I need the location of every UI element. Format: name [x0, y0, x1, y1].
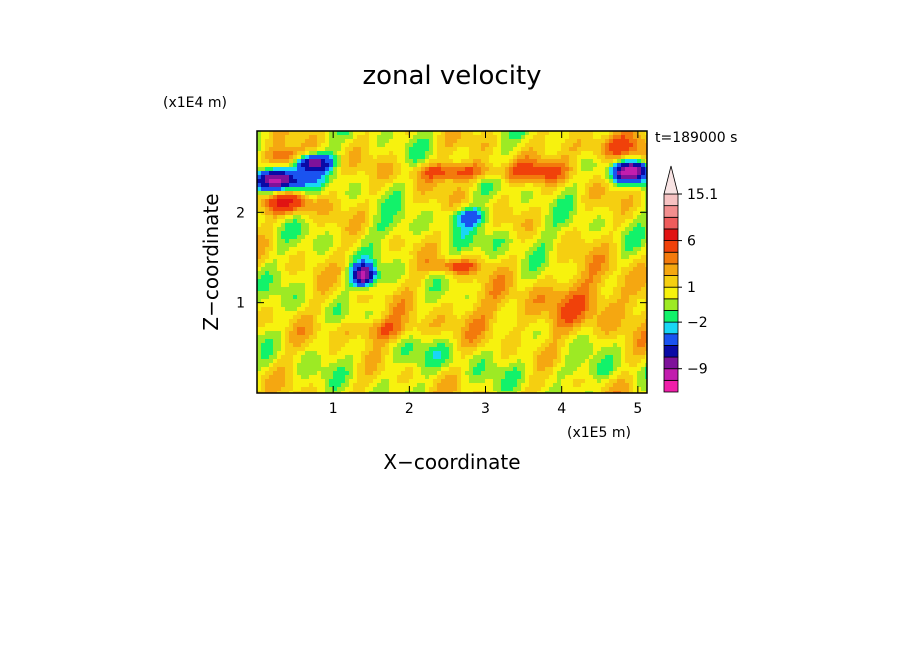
colorbar-label: 6 [687, 234, 696, 250]
x-tick-label: 2 [405, 401, 414, 417]
y-axis-ticks: 12 [236, 205, 647, 312]
colorbar-swatch [663, 368, 679, 381]
colorbar-swatch [663, 310, 679, 323]
y-axis-title: Z−coordinate [199, 193, 223, 330]
y-tick-label: 1 [236, 296, 245, 312]
colorbar-swatch [663, 251, 679, 265]
x-tick-label: 5 [633, 401, 642, 417]
colorbar-label: −9 [687, 362, 708, 378]
x-unit-label: (x1E5 m) [567, 425, 631, 441]
x-tick-label: 1 [329, 401, 338, 417]
colorbar-swatch [663, 275, 679, 288]
colorbar-swatch [663, 286, 679, 300]
colorbar-swatch [663, 205, 679, 218]
colorbar-swatch [663, 321, 679, 335]
colorbar-label: −2 [687, 315, 708, 331]
colorbar-swatch [663, 240, 679, 253]
x-tick-label: 4 [557, 401, 566, 417]
velocity-field [257, 131, 647, 393]
colorbar-swatch [663, 298, 679, 311]
time-label: t=189000 s [655, 130, 737, 146]
plot-frame [256, 130, 648, 394]
x-tick-label: 3 [481, 401, 490, 417]
y-unit-label: (x1E4 m) [163, 95, 227, 111]
colorbar: 15.1 6 1 −2 −9 [663, 165, 718, 393]
x-axis-title: X−coordinate [383, 450, 520, 474]
colorbar-swatch [663, 216, 679, 230]
colorbar-swatch [663, 345, 679, 358]
chart-title: zonal velocity [362, 61, 541, 91]
colorbar-extend-arrow [663, 165, 679, 195]
colorbar-label: 15.1 [687, 187, 718, 203]
y-tick-label: 2 [236, 205, 245, 221]
x-axis-ticks: 1 2 3 4 5 [329, 131, 642, 417]
colorbar-swatch [663, 333, 679, 346]
colorbar-swatch [663, 263, 679, 276]
colorbar-label: 1 [687, 280, 696, 296]
colorbar-swatch [663, 193, 679, 207]
colorbar-swatch [663, 228, 679, 241]
colorbar-swatch [663, 379, 679, 393]
colorbar-swatch [663, 356, 679, 370]
